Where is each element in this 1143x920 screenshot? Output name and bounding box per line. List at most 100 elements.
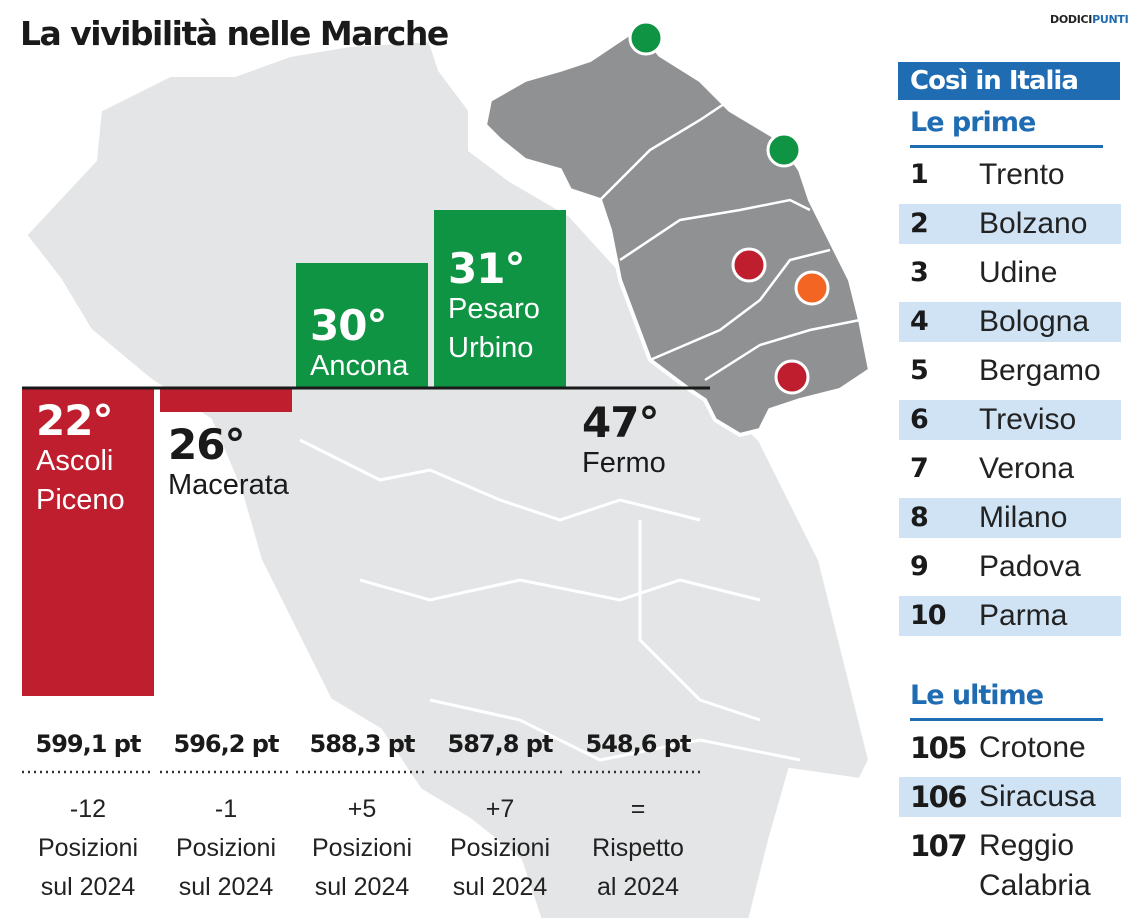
ranking-row: 1 Trento bbox=[899, 155, 1121, 195]
points-macerata: 596,2 pt bbox=[173, 730, 280, 758]
brand-logo: DODICIPUNTI bbox=[1050, 13, 1129, 26]
ranking-city: Udine bbox=[979, 256, 1058, 289]
inset-map-marche bbox=[482, 25, 873, 438]
bar-label-ancona: 30° Ancona bbox=[310, 305, 408, 386]
change-fermo: = Rispetto al 2024 bbox=[568, 790, 708, 907]
ranking-row: 3 Udine bbox=[899, 253, 1121, 293]
map-dot bbox=[794, 270, 830, 306]
points-fermo: 548,6 pt bbox=[585, 730, 692, 758]
ranking-number: 6 bbox=[910, 404, 929, 435]
internal-border-3 bbox=[638, 520, 761, 722]
ranking-row: 10 Parma bbox=[899, 596, 1121, 636]
points-ancona: 588,3 pt bbox=[309, 730, 416, 758]
map-dot bbox=[774, 359, 810, 395]
inset-border-1 bbox=[599, 98, 731, 201]
bar-label-fermo: 47° Fermo bbox=[582, 402, 666, 483]
ranking-number: 7 bbox=[910, 453, 929, 484]
top-heading: Le prime bbox=[910, 107, 1036, 138]
change-line: Posizioni bbox=[311, 834, 413, 862]
bottom-heading: Le ultime bbox=[910, 680, 1044, 711]
rank-value: 26° bbox=[168, 420, 245, 469]
bottom-heading-underline bbox=[910, 718, 1103, 721]
change-line: sul 2024 bbox=[178, 873, 274, 901]
ranking-number: 107 bbox=[910, 829, 968, 863]
change-line: Posizioni bbox=[449, 834, 551, 862]
ranking-city: Bolzano bbox=[979, 207, 1088, 240]
ranking-number: 3 bbox=[910, 257, 929, 288]
inset-border-2 bbox=[619, 198, 811, 262]
internal-border-2 bbox=[359, 578, 761, 602]
ranking-number: 9 bbox=[910, 551, 929, 582]
brand-part-1: DODICI bbox=[1050, 13, 1093, 26]
map-dot bbox=[628, 20, 664, 56]
ranking-row: 106 Siracusa bbox=[899, 777, 1121, 817]
map-dot bbox=[731, 247, 767, 283]
rank-value: 22° bbox=[36, 396, 113, 445]
ranking-city: Milano bbox=[979, 501, 1068, 534]
change-line: -12 bbox=[69, 795, 107, 823]
change-line: Rispetto bbox=[592, 834, 684, 862]
change-line: -1 bbox=[214, 795, 238, 823]
change-line: sul 2024 bbox=[452, 873, 548, 901]
ranking-city: Parma bbox=[979, 599, 1068, 632]
brand-part-2: PUNTI bbox=[1092, 13, 1129, 26]
bars-layer bbox=[22, 210, 566, 696]
ranking-city: Crotone bbox=[979, 731, 1086, 764]
top-heading-underline bbox=[910, 145, 1103, 148]
province-name-line: Ascoli bbox=[36, 445, 114, 477]
ranking-row: 105 Crotone bbox=[899, 728, 1121, 768]
rank-value: 30° bbox=[310, 301, 387, 350]
bar-ascoli-piceno bbox=[22, 388, 154, 696]
italia-panel-title: Così in Italia bbox=[898, 62, 1120, 100]
points-pesaro-urbino: 587,8 pt bbox=[447, 730, 554, 758]
ranking-row: 7 Verona bbox=[899, 449, 1121, 489]
ranking-number: 105 bbox=[910, 731, 968, 765]
province-name-line: Macerata bbox=[168, 469, 289, 501]
province-name-line: Ancona bbox=[310, 350, 409, 382]
internal-border-1 bbox=[299, 438, 701, 522]
ranking-city: Treviso bbox=[979, 403, 1077, 436]
rank-value: 31° bbox=[448, 244, 525, 293]
bar-macerata bbox=[160, 388, 292, 412]
change-ascoli-piceno: -12 Posizioni sul 2024 bbox=[18, 790, 158, 907]
ranking-city: Reggio Calabria bbox=[979, 829, 1091, 902]
map-dot bbox=[766, 132, 802, 168]
change-line: sul 2024 bbox=[314, 873, 410, 901]
inset-map-dots bbox=[628, 20, 830, 395]
ranking-number: 106 bbox=[910, 780, 968, 814]
inset-border-4 bbox=[704, 318, 861, 382]
ranking-number: 1 bbox=[910, 159, 929, 190]
bar-label-ascoli-piceno: 22° Ascoli Piceno bbox=[36, 400, 125, 520]
ranking-city: Padova bbox=[979, 550, 1081, 583]
ranking-number: 2 bbox=[910, 208, 929, 239]
province-name-line: Piceno bbox=[36, 484, 125, 516]
change-line: Posizioni bbox=[37, 834, 139, 862]
bar-label-macerata: 26° Macerata bbox=[168, 424, 289, 505]
province-name-line: Pesaro bbox=[448, 293, 540, 325]
ranking-number: 10 bbox=[910, 600, 947, 631]
ranking-number: 4 bbox=[910, 306, 929, 337]
bar-ancona bbox=[296, 263, 428, 388]
change-line: sul 2024 bbox=[40, 873, 136, 901]
ranking-number: 5 bbox=[910, 355, 929, 386]
change-ancona: +5 Posizioni sul 2024 bbox=[292, 790, 432, 907]
ranking-row: 9 Padova bbox=[899, 547, 1121, 587]
ranking-city: Bologna bbox=[979, 305, 1090, 338]
ranking-row: 4 Bologna bbox=[899, 302, 1121, 342]
province-name-line: Fermo bbox=[582, 447, 666, 479]
page-title: La vivibilità nelle Marche bbox=[20, 14, 449, 53]
ranking-row: 2 Bolzano bbox=[899, 204, 1121, 244]
rank-value: 47° bbox=[582, 398, 659, 447]
ranking-row: 107 Reggio Calabria bbox=[899, 826, 1121, 910]
ranking-row: 5 Bergamo bbox=[899, 351, 1121, 391]
change-line: +5 bbox=[347, 795, 377, 823]
internal-border-4 bbox=[429, 698, 801, 762]
change-line: Posizioni bbox=[175, 834, 277, 862]
ranking-number: 8 bbox=[910, 502, 929, 533]
change-line: al 2024 bbox=[596, 873, 680, 901]
bar-pesaro-urbino bbox=[434, 210, 566, 388]
points-ascoli-piceno: 599,1 pt bbox=[35, 730, 142, 758]
ranking-city: Siracusa bbox=[979, 780, 1096, 813]
